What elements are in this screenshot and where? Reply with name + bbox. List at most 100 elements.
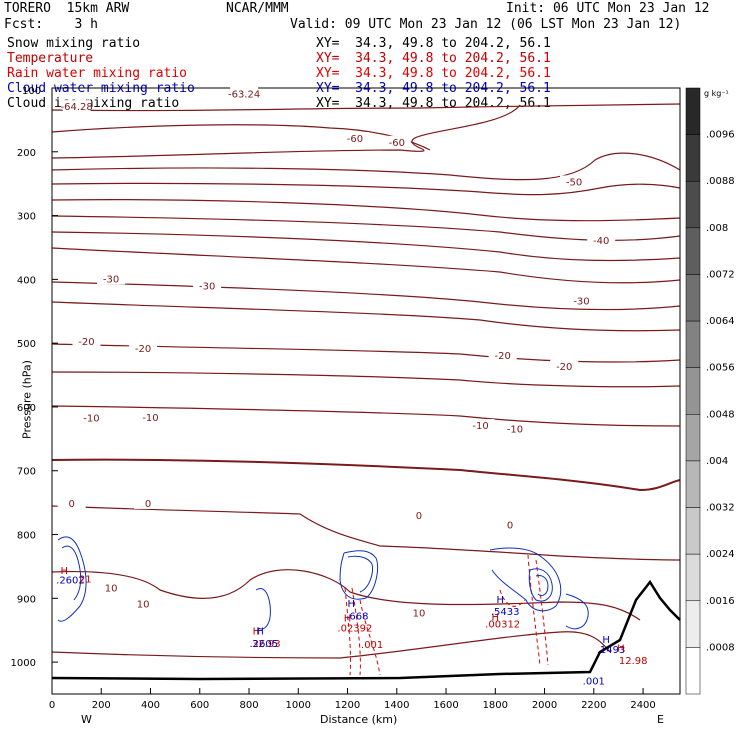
x-tick-label: 2000 bbox=[532, 700, 557, 711]
y-tick-label: 900 bbox=[17, 594, 36, 605]
y-axis-title: Pressure (hPa) bbox=[20, 360, 34, 439]
contour-label-bg bbox=[230, 87, 259, 100]
isotherm-label: -30 bbox=[199, 281, 215, 292]
isotherm-label: -63.24 bbox=[228, 89, 260, 100]
field-xy: XY= 34.3, 49.8 to 204.2, 56.1 bbox=[316, 81, 551, 96]
colorbar-tick-label: .0056 bbox=[706, 363, 735, 374]
x-tick-label: 2400 bbox=[630, 700, 655, 711]
center-title: NCAR/MMM bbox=[226, 1, 289, 16]
isotherm-minus-60b bbox=[51, 124, 431, 151]
isotherm-minus-20 bbox=[51, 301, 681, 332]
extremum-label: 32.93 bbox=[252, 639, 281, 650]
x-tick-label: 800 bbox=[239, 700, 258, 711]
contour-label-bg bbox=[404, 606, 433, 619]
x-tick-label: 1600 bbox=[433, 700, 458, 711]
x-tick-label: 2200 bbox=[581, 700, 606, 711]
extremum-label: H bbox=[344, 613, 352, 624]
contour-label-bg bbox=[129, 341, 158, 354]
init-time: Init: 06 UTC Mon 23 Jan 12 bbox=[506, 1, 710, 16]
y-tick-label: 200 bbox=[17, 148, 36, 159]
extremum-label: .001 bbox=[583, 676, 605, 687]
extremum-label: 12.98 bbox=[619, 656, 648, 667]
valid-time: Valid: 09 UTC Mon 23 Jan 12 (06 LST Mon … bbox=[290, 17, 682, 32]
isotherm-label: 10 bbox=[137, 600, 150, 611]
extremum-label: H bbox=[492, 613, 500, 624]
field-name: Snow mixing ratio bbox=[7, 36, 141, 51]
colorbar-swatch bbox=[685, 647, 701, 695]
isotherm-label: -30 bbox=[573, 297, 589, 308]
model-title: TORERO 15km ARW bbox=[4, 1, 130, 16]
colorbar-tick-label: .008 bbox=[706, 223, 728, 234]
isotherm-0 bbox=[51, 458, 681, 492]
isotherm-label: -40 bbox=[593, 236, 609, 247]
isotherm-label: -10 bbox=[83, 413, 99, 424]
isotherm-minus-25 bbox=[51, 281, 681, 311]
colorbar-tick-label: .0008 bbox=[706, 642, 735, 653]
colorbar-swatch bbox=[685, 460, 701, 508]
extremum-label: H bbox=[61, 566, 69, 577]
contour-label-bg bbox=[382, 135, 411, 148]
y-tick-label: 300 bbox=[17, 212, 36, 223]
isotherm-label: 0 bbox=[416, 511, 422, 522]
extremum-label: .5433 bbox=[491, 607, 520, 618]
y-tick-label: 700 bbox=[17, 467, 36, 478]
isotherm-label: -60 bbox=[389, 138, 405, 149]
field-xy: XY= 34.3, 49.8 to 204.2, 56.1 bbox=[316, 96, 551, 111]
field-name: Temperature bbox=[7, 51, 94, 66]
isotherm-minus-40 bbox=[51, 215, 681, 241]
cloud-water-contours bbox=[57, 536, 589, 630]
contour-label-bg bbox=[550, 359, 579, 372]
contour-label-bg bbox=[567, 294, 596, 307]
isotherm-label: -20 bbox=[556, 362, 572, 373]
isotherm-15 bbox=[51, 631, 611, 659]
isotherm-label: 10 bbox=[105, 584, 118, 595]
contour-label-bg bbox=[97, 272, 126, 285]
isotherm-label: -10 bbox=[142, 413, 158, 424]
x-axis-title: Distance (km) bbox=[320, 713, 398, 726]
colorbar-unit: g kg⁻¹ bbox=[704, 89, 729, 98]
isotherm-label: -20 bbox=[78, 337, 94, 348]
isotherm-label: 10 bbox=[413, 609, 426, 620]
colorbar-tick-label: .0048 bbox=[706, 409, 735, 420]
x-tick-label: 1400 bbox=[384, 700, 409, 711]
x-tick-label: 400 bbox=[141, 700, 160, 711]
forecast-hour: Fcst: 3 h bbox=[4, 17, 98, 32]
isotherm-minus-55 bbox=[51, 152, 681, 181]
isotherm-minus-10 bbox=[51, 371, 681, 388]
x-tick-label: 1000 bbox=[286, 700, 311, 711]
colorbar-swatch bbox=[685, 274, 701, 322]
x-tick-label: 600 bbox=[190, 700, 209, 711]
extremum-label: .2602 bbox=[56, 576, 85, 587]
colorbar-swatch bbox=[685, 180, 701, 229]
colorbar-swatch bbox=[685, 553, 701, 602]
extremum-label: H bbox=[496, 595, 504, 606]
colorbar-tick-label: .004 bbox=[706, 456, 728, 467]
contour-label-bg bbox=[136, 410, 165, 423]
extremum-label: H bbox=[256, 627, 264, 638]
isotherm-label: -10 bbox=[472, 421, 488, 432]
contour-label-bg bbox=[97, 581, 126, 594]
extremum-label: H bbox=[347, 599, 355, 610]
x-axis-west-label: W bbox=[81, 713, 92, 726]
contour-label-bg bbox=[560, 175, 589, 188]
y-tick-label: 800 bbox=[17, 531, 36, 542]
x-tick-label: 1800 bbox=[483, 700, 508, 711]
isotherm-minus-45 bbox=[51, 199, 681, 222]
field-xy: XY= 34.3, 49.8 to 204.2, 56.1 bbox=[316, 66, 551, 81]
contour-label-bg bbox=[57, 496, 86, 509]
isotherm-minus-35 bbox=[51, 231, 681, 262]
colorbar-swatch bbox=[685, 600, 701, 648]
contour-label-bg bbox=[134, 496, 163, 509]
isotherm-label: -30 bbox=[103, 274, 119, 285]
isotherm-label: -60 bbox=[347, 134, 363, 145]
extremum-label: .2605 bbox=[249, 639, 278, 650]
extremum-label: .668 bbox=[346, 611, 368, 622]
isotherm-5 bbox=[51, 505, 681, 561]
x-tick-label: 200 bbox=[92, 700, 111, 711]
isotherm-label: -10 bbox=[507, 424, 523, 435]
colorbar-swatch bbox=[685, 134, 701, 182]
x-tick-label: 1200 bbox=[335, 700, 360, 711]
y-tick-label: 1000 bbox=[11, 658, 36, 669]
isotherm-minus-5 bbox=[51, 405, 681, 427]
